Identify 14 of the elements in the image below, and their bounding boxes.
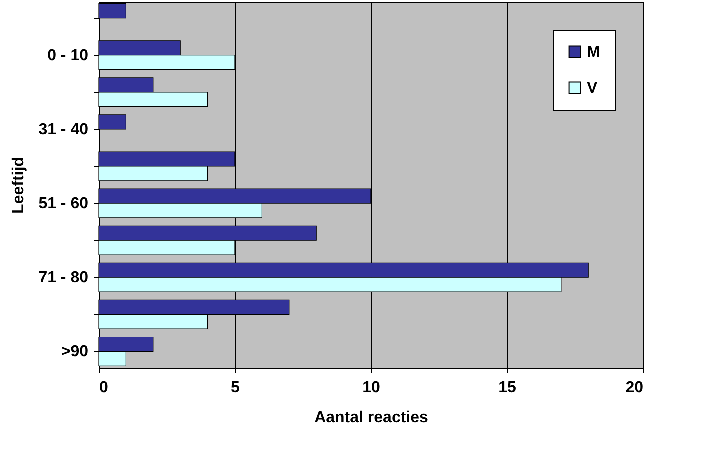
y-tick-label: 51 - 60: [38, 196, 89, 213]
x-tick-label: 0: [100, 380, 108, 396]
y-tick-label: 0 - 10: [48, 47, 89, 64]
y-tick-label: 31 - 40: [38, 121, 89, 138]
x-tick-label: 20: [626, 380, 644, 396]
x-tick-label: 5: [231, 380, 240, 396]
y-tick-label: >90: [61, 344, 89, 361]
x-tick-label: 10: [362, 380, 380, 396]
legend-label: V: [587, 80, 598, 97]
legend-label: M: [587, 44, 600, 61]
x-tick-label: 15: [498, 380, 516, 396]
x-axis-title: Aantal reacties: [314, 410, 429, 426]
y-axis-title: Leeftijd: [10, 157, 28, 214]
y-tick-label: 71 - 80: [38, 270, 89, 287]
